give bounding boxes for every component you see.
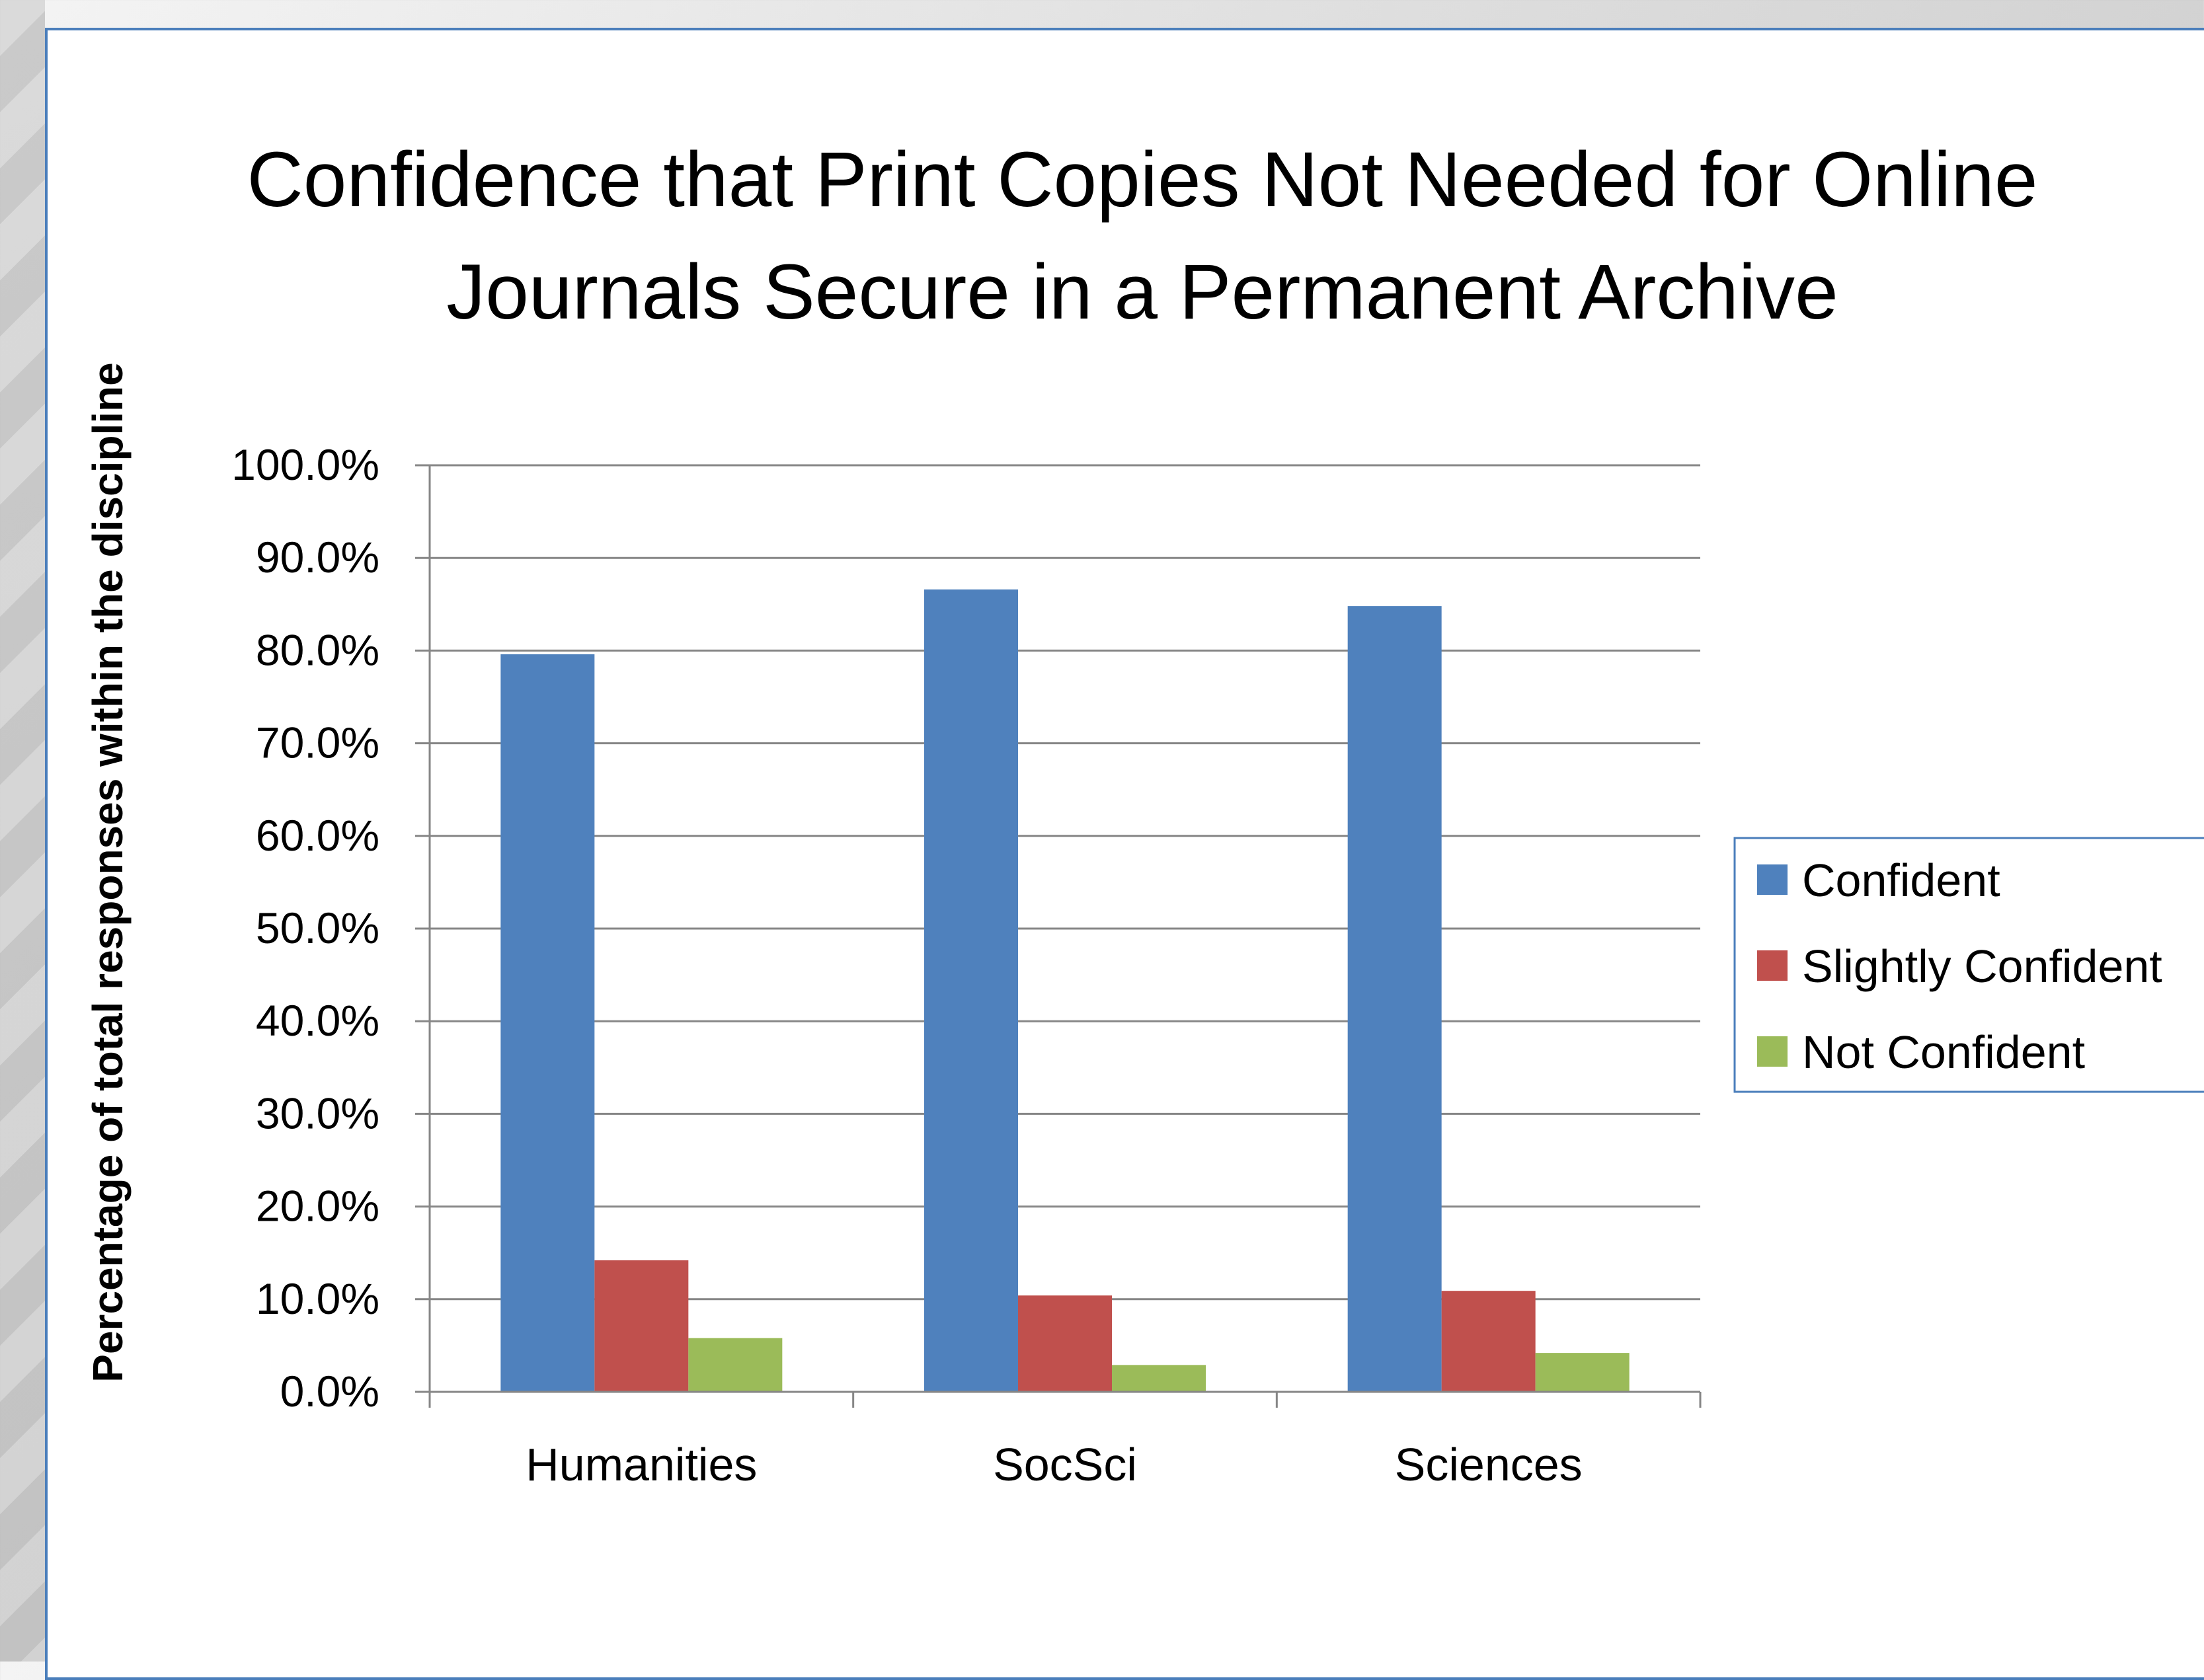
bar-humanities-not-confident xyxy=(688,1338,783,1392)
legend: Confident Slightly Confident Not Confident xyxy=(1733,837,2204,1093)
category-labels: Humanities SocSci Sciences xyxy=(526,1439,1582,1490)
bar-humanities-slightly-confident xyxy=(594,1260,689,1392)
y-axis-label: Percentage of total responses within the… xyxy=(84,362,132,1382)
y-tick-label: 100.0% xyxy=(231,440,379,489)
y-tick-label: 0.0% xyxy=(280,1367,379,1416)
y-tick-labels: 0.0% 10.0% 20.0% 30.0% 40.0% 50.0% 60.0% 70.0% 8… xyxy=(231,440,379,1416)
y-tick-label: 70.0% xyxy=(256,718,379,767)
y-tick-label: 40.0% xyxy=(256,996,379,1045)
chart-title-line-2: Journals Secure in a Permanent Archive xyxy=(446,248,1838,336)
bar-socsci-not-confident xyxy=(1112,1365,1206,1392)
bar-humanities-confident xyxy=(500,654,595,1392)
y-tick-label: 90.0% xyxy=(256,533,379,582)
legend-swatch-slightly-confident xyxy=(1757,950,1788,981)
bar-sciences-slightly-confident xyxy=(1441,1291,1536,1392)
slide-background-stripes xyxy=(0,0,45,1661)
legend-label-confident: Confident xyxy=(1802,855,2000,906)
y-tick-label: 50.0% xyxy=(256,903,379,952)
y-tick-label: 80.0% xyxy=(256,625,379,674)
x-category-label: Humanities xyxy=(526,1439,757,1490)
legend-swatch-confident xyxy=(1757,864,1788,895)
gridlines xyxy=(415,464,1700,1393)
legend-box xyxy=(1733,837,2204,1093)
bars xyxy=(500,589,1630,1393)
y-tick-label: 10.0% xyxy=(256,1274,379,1323)
legend-label-not-confident: Not Confident xyxy=(1802,1026,2085,1078)
chart-title-line-1: Confidence that Print Copies Not Needed … xyxy=(247,136,2038,223)
bar-sciences-confident xyxy=(1347,606,1442,1392)
x-category-label: Sciences xyxy=(1395,1439,1583,1490)
y-tick-label: 20.0% xyxy=(256,1182,379,1231)
y-tick-label: 60.0% xyxy=(256,811,379,860)
bar-socsci-confident xyxy=(924,589,1018,1393)
bar-sciences-not-confident xyxy=(1535,1353,1630,1392)
bar-socsci-slightly-confident xyxy=(1018,1295,1112,1392)
x-category-label: SocSci xyxy=(993,1439,1137,1490)
legend-label-slightly-confident: Slightly Confident xyxy=(1802,940,2162,992)
axes xyxy=(428,465,1702,1408)
legend-swatch-not-confident xyxy=(1757,1036,1788,1067)
y-tick-label: 30.0% xyxy=(256,1088,379,1137)
